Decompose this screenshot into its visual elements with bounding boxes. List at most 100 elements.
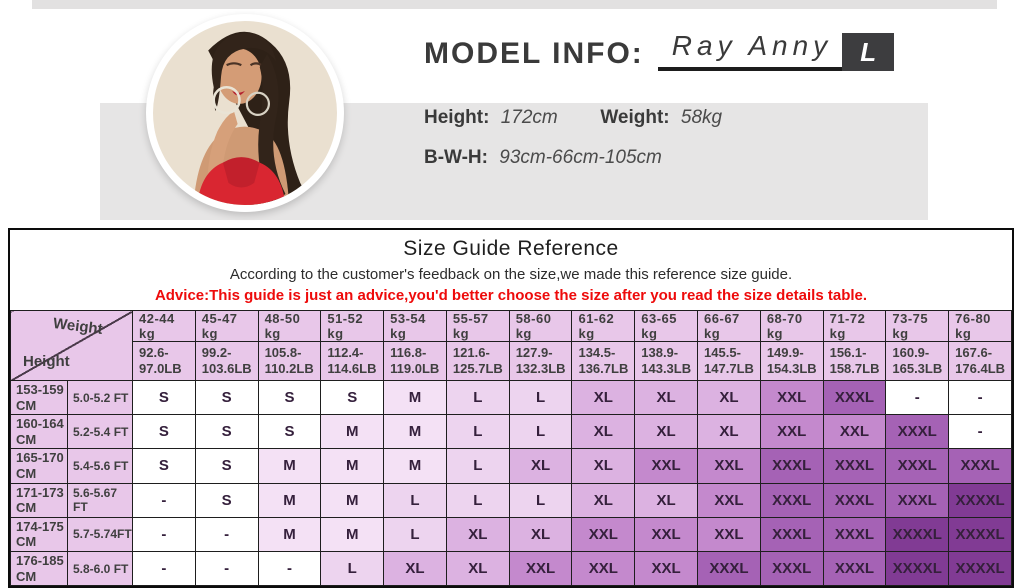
table-row: 165-170 CM 5.4-5.6 FT S S M M M L XL XL XXL XXL XXXL…	[10, 448, 1012, 484]
size-cell: XXXL	[948, 448, 1012, 484]
weight-kg-header: 45-47 kg	[194, 310, 259, 342]
size-cell: XXL	[634, 448, 699, 484]
size-cell: XL	[445, 550, 510, 587]
size-cell: L	[383, 482, 447, 518]
size-cell: XL	[634, 379, 699, 416]
size-cell: -	[948, 379, 1012, 416]
top-gray-strip	[32, 0, 997, 9]
table-row: 171-173 CM 5.6-5.67 FT - S M M L L L XL XL XXL XXXL X…	[10, 482, 1012, 518]
height-cm-cell: 171-173 CM	[10, 482, 68, 518]
size-cell: XL	[571, 414, 636, 450]
size-cell: XL	[383, 550, 447, 587]
size-cell: XXXL	[885, 448, 950, 484]
height-label: Height:	[424, 107, 490, 128]
model-name: Ray Anny	[657, 30, 843, 71]
size-cell: S	[194, 482, 259, 518]
size-cell: XXL	[571, 550, 636, 587]
size-cell: XXL	[571, 516, 636, 552]
size-cell: S	[257, 379, 322, 416]
size-cell: L	[508, 379, 573, 416]
size-cell: XXXL	[759, 448, 824, 484]
size-cell: XL	[571, 379, 636, 416]
weight-height-corner-cell: Weight Height	[10, 310, 133, 381]
weight-lb-header: 134.5- 136.7LB	[571, 341, 636, 381]
size-cell: M	[383, 414, 447, 450]
weight-lb-header: 105.8- 110.2LB	[257, 341, 322, 381]
size-cell: XXXXL	[948, 482, 1012, 518]
size-cell: XXXL	[822, 379, 887, 416]
height-value: 172cm	[500, 107, 558, 128]
size-cell: M	[257, 482, 322, 518]
weight-lb-header: 127.9- 132.3LB	[508, 341, 573, 381]
size-cell: L	[445, 414, 510, 450]
size-cell: L	[383, 516, 447, 552]
model-stats-line-1: Height: 172cm Weight: 58kg	[424, 107, 722, 129]
table-row: 176-185 CM 5.8-6.0 FT - - - L XL XL XXL XXL XXL XXX…	[10, 550, 1012, 587]
size-cell: XL	[571, 448, 636, 484]
model-size-badge: L	[842, 33, 895, 71]
size-cell: S	[194, 379, 259, 416]
weight-kg-header: 61-62 kg	[571, 310, 636, 342]
size-cell: L	[320, 550, 385, 587]
size-cell: XL	[508, 516, 573, 552]
size-cell: -	[132, 550, 196, 587]
weight-lb-header: 156.1- 158.7LB	[822, 341, 887, 381]
size-cell: S	[132, 379, 196, 416]
size-cell: XXXL	[759, 550, 824, 587]
size-cell: XXXXL	[885, 516, 950, 552]
height-ft-cell: 5.6-5.67 FT	[67, 482, 133, 518]
size-cell: M	[320, 448, 385, 484]
table-row: 160-164 CM 5.2-5.4 FT S S S M M L L XL XL XL XXL XXL X…	[10, 414, 1012, 450]
table-row: 153-159 CM 5.0-5.2 FT S S S S M L L XL XL XL XXL XXXL…	[10, 379, 1012, 416]
size-cell: -	[132, 516, 196, 552]
size-cell: S	[257, 414, 322, 450]
size-cell: M	[320, 516, 385, 552]
size-guide-table: Weight Height 42-44 kg 45-47 kg 48-50 kg 51…	[10, 310, 1012, 587]
weight-lb-header: 149.9- 154.3LB	[759, 341, 824, 381]
size-cell: XXL	[759, 414, 824, 450]
model-illustration	[153, 21, 337, 205]
model-photo-circle	[153, 21, 337, 205]
size-cell: XXXL	[885, 482, 950, 518]
size-cell: S	[194, 414, 259, 450]
weight-lb-header: 167.6- 176.4LB	[948, 341, 1012, 381]
size-cell: XL	[634, 414, 699, 450]
size-cell: XXXXL	[948, 550, 1012, 587]
weight-kg-header: 51-52 kg	[320, 310, 385, 342]
weight-lb-header: 121.6- 125.7LB	[445, 341, 510, 381]
weight-kg-header: 48-50 kg	[257, 310, 322, 342]
size-cell: S	[194, 448, 259, 484]
weight-lb-header: 160.9- 165.3LB	[885, 341, 950, 381]
size-cell: XXXL	[759, 516, 824, 552]
weight-kg-header: 71-72 kg	[822, 310, 887, 342]
weight-kg-header: 58-60 kg	[508, 310, 573, 342]
size-cell: XXXL	[822, 448, 887, 484]
size-cell: XXXL	[885, 414, 950, 450]
corner-weight-label: Weight	[52, 315, 104, 338]
table-row: 174-175 CM 5.7-5.74FT - - M M L XL XL XXL XXL XXL XX…	[10, 516, 1012, 552]
height-ft-cell: 5.2-5.4 FT	[67, 414, 133, 450]
height-cm-cell: 174-175 CM	[10, 516, 68, 552]
size-cell: XXL	[697, 448, 761, 484]
model-stats-line-2: B-W-H: 93cm-66cm-105cm	[424, 147, 662, 169]
size-cell: XXL	[634, 516, 699, 552]
size-cell: L	[508, 482, 573, 518]
size-cell: XXL	[697, 482, 761, 518]
kg-header-row: Weight Height 42-44 kg 45-47 kg 48-50 kg 51…	[10, 310, 1012, 381]
weight-value: 58kg	[680, 107, 723, 128]
bwh-value: 93cm-66cm-105cm	[499, 147, 662, 168]
size-cell: XL	[508, 448, 573, 484]
size-cell: L	[445, 482, 510, 518]
size-cell: XXXXL	[885, 550, 950, 587]
size-cell: S	[320, 379, 385, 416]
height-ft-cell: 5.4-5.6 FT	[67, 448, 133, 484]
size-cell: XXXL	[822, 550, 887, 587]
size-cell: XXXL	[697, 550, 761, 587]
model-info-heading: MODEL INFO: Ray Anny L	[424, 30, 895, 71]
size-cell: XXXXL	[948, 516, 1012, 552]
weight-kg-header: 68-70 kg	[759, 310, 824, 342]
weight-kg-header: 53-54 kg	[383, 310, 447, 342]
weight-label: Weight:	[600, 107, 670, 128]
size-cell: L	[508, 414, 573, 450]
height-ft-cell: 5.8-6.0 FT	[67, 550, 133, 587]
